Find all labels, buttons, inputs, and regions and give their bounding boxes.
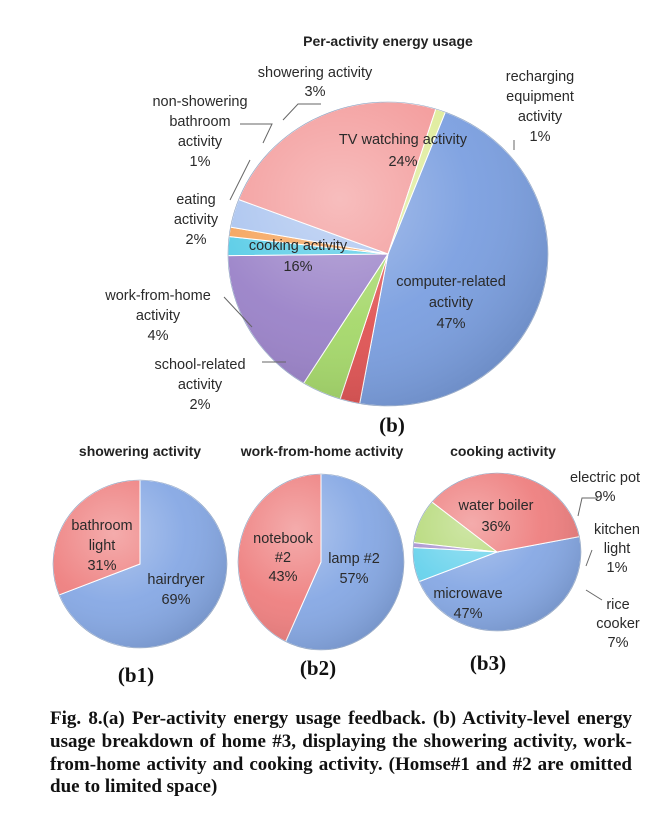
- main-slice-label-8-line-1: activity: [178, 377, 223, 393]
- b2-slice-label-0-line-1: #2: [275, 550, 291, 566]
- main-pie: [227, 101, 549, 407]
- b1-panel-label: (b1): [118, 663, 154, 687]
- b1-pie: [52, 479, 228, 649]
- b3-slice-label-1-line-1: 36%: [481, 519, 510, 535]
- b3-slice-label-2-line-2: 1%: [607, 560, 628, 576]
- main-slice-label-5-line-0: cooking activity: [249, 238, 348, 254]
- main-slice-label-7-line-1: activity: [136, 308, 181, 324]
- main-slice-label-4-line-1: activity: [174, 212, 219, 228]
- b3-panel-label: (b3): [470, 651, 506, 675]
- main-slice-label-3-line-1: 24%: [388, 154, 417, 170]
- b3-slice-label-2-line-1: light: [604, 541, 631, 557]
- b3-slice-label-0-line-0: electric pot: [570, 470, 640, 486]
- main-slice-label-1-line-1: equipment: [506, 89, 574, 105]
- main-slice-label-6-line-1: activity: [429, 295, 474, 311]
- b2-slice-label-0-line-0: notebook: [253, 531, 313, 547]
- b1-slice-label-0-line-1: light: [89, 538, 116, 554]
- b1-slice-label-1-line-1: 69%: [161, 592, 190, 608]
- b3-slice-label-4-line-0: rice: [606, 597, 629, 613]
- b3-pie: [412, 472, 582, 632]
- main-slice-label-0-line-0: showering activity: [258, 65, 373, 81]
- b3-slice-label-3-line-0: microwave: [433, 586, 502, 602]
- b3-leader-lines: [577, 497, 603, 601]
- main-slice-label-0-line-1: 3%: [305, 84, 326, 100]
- b2-pie: [237, 473, 405, 651]
- main-slice-label-4-line-0: eating: [176, 192, 216, 208]
- b1-slice-label-1-line-0: hairdryer: [147, 572, 204, 588]
- b3-slice-label-4-line-2: 7%: [608, 635, 629, 651]
- pie-shading: [412, 472, 582, 632]
- main-slice-label-4-line-2: 2%: [186, 232, 207, 248]
- b3-slice-label-3-line-1: 47%: [453, 606, 482, 622]
- main-slice-label-1-line-2: activity: [518, 109, 563, 125]
- b2-slice-label-0-line-2: 43%: [268, 569, 297, 585]
- main-slice-label-8-line-2: 2%: [190, 397, 211, 413]
- main-chart-title: Per-activity energy usage: [303, 33, 473, 49]
- b2-chart-title: work-from-home activity: [240, 443, 404, 459]
- main-slice-label-7-line-2: 4%: [148, 328, 169, 344]
- main-slice-label-1-line-0: recharging: [506, 69, 575, 85]
- main-slice-label-2-line-3: 1%: [190, 154, 211, 170]
- main-panel-label: (b): [379, 413, 405, 437]
- b2-slice-label-1-line-1: 57%: [339, 571, 368, 587]
- main-slice-label-2-line-0: non-showering: [152, 94, 247, 110]
- main-slice-label-3-line-0: TV watching activity: [339, 132, 468, 148]
- main-slice-label-2-line-1: bathroom: [169, 114, 230, 130]
- main-slice-label-2-line-2: activity: [178, 134, 223, 150]
- main-slice-label-8-line-0: school-related: [154, 357, 245, 373]
- b3-slice-label-4-line-1: cooker: [596, 616, 640, 632]
- main-slice-label-6-line-2: 47%: [436, 316, 465, 332]
- b1-slice-label-0-line-2: 31%: [87, 558, 116, 574]
- main-slice-label-1-line-3: 1%: [530, 129, 551, 145]
- figure-canvas: Per-activity energy usage showering acti…: [52, 33, 640, 687]
- main-slice-label-6-line-0: computer-related: [396, 274, 506, 290]
- main-slice-label-5-line-1: 16%: [283, 259, 312, 275]
- pie-shading: [227, 101, 549, 407]
- main-leader-lines: [223, 103, 515, 363]
- pie-shading: [52, 479, 228, 649]
- b3-slice-label-1-line-0: water boiler: [458, 498, 534, 514]
- pie-shading: [237, 473, 405, 651]
- main-slice-label-7-line-0: work-from-home: [104, 288, 211, 304]
- b2-panel-label: (b2): [300, 656, 336, 680]
- figure-caption: Fig. 8.(a) Per-activity energy usage fee…: [50, 708, 632, 798]
- b3-slice-label-0-line-1: 9%: [595, 489, 616, 505]
- b1-chart-title: showering activity: [79, 443, 201, 459]
- b2-slice-label-1-line-0: lamp #2: [328, 551, 380, 567]
- b3-chart-title: cooking activity: [450, 443, 556, 459]
- b3-slice-label-2-line-0: kitchen: [594, 522, 640, 538]
- b1-slice-label-0-line-0: bathroom: [71, 518, 132, 534]
